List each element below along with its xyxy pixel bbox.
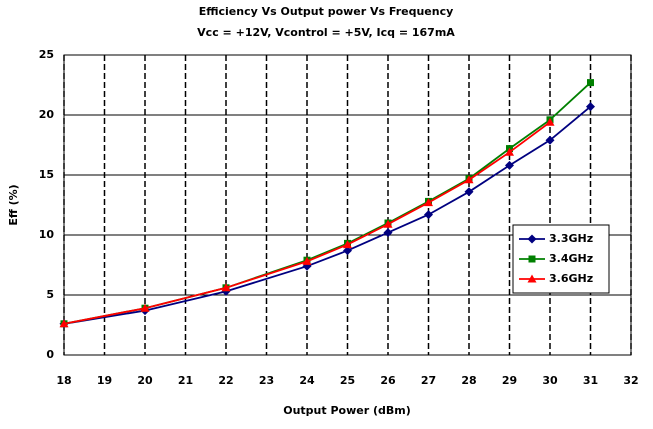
legend-marker — [527, 274, 537, 283]
x-tick-label: 24 — [299, 374, 315, 387]
marker — [505, 147, 514, 156]
marker — [140, 303, 150, 312]
marker — [59, 319, 69, 328]
marker — [383, 219, 393, 228]
marker — [587, 79, 594, 87]
x-tick-label: 32 — [623, 374, 638, 387]
x-tick-label: 22 — [218, 374, 233, 387]
marker — [545, 117, 555, 126]
legend-marker — [527, 234, 537, 244]
x-tick-label: 27 — [421, 374, 436, 387]
marker — [424, 198, 433, 207]
marker — [586, 102, 595, 112]
x-tick-label: 30 — [542, 374, 558, 387]
marker — [383, 228, 393, 238]
x-tick-label: 28 — [461, 374, 476, 387]
series-line — [63, 121, 551, 325]
x-tick-label: 26 — [380, 374, 396, 387]
legend-label: 3.4GHz — [549, 252, 593, 265]
x-tick-label: 21 — [178, 374, 193, 387]
x-tick-label: 20 — [137, 374, 153, 387]
chart-subtitle: Vcc = +12V, Vcontrol = +5V, Icq = 167mA — [197, 26, 455, 39]
x-tick-label: 31 — [583, 374, 598, 387]
y-tick-label: 25 — [39, 48, 54, 61]
marker — [221, 283, 231, 292]
y-tick-label: 5 — [46, 288, 54, 301]
x-axis-label: Output Power (dBm) — [283, 404, 411, 417]
x-tick-label: 19 — [97, 374, 112, 387]
marker — [464, 175, 474, 184]
marker — [343, 240, 352, 249]
x-tick-label: 18 — [56, 374, 71, 387]
chart-title: Efficiency Vs Output power Vs Frequency — [199, 5, 454, 18]
y-tick-label: 15 — [39, 168, 54, 181]
marker — [464, 187, 474, 197]
x-tick-label: 29 — [502, 374, 517, 387]
marker — [343, 246, 352, 256]
x-tick-label: 23 — [259, 374, 274, 387]
legend-label: 3.6GHz — [549, 272, 593, 285]
legend-label: 3.3GHz — [549, 232, 593, 245]
marker — [505, 160, 514, 170]
y-tick-label: 0 — [46, 348, 54, 361]
y-tick-label: 10 — [39, 228, 55, 241]
x-tick-label: 25 — [340, 374, 355, 387]
y-tick-label: 20 — [39, 108, 55, 121]
marker — [545, 135, 555, 145]
marker — [424, 210, 433, 220]
marker — [302, 256, 312, 265]
legend-marker — [528, 255, 536, 263]
y-axis-label: Eff (%) — [7, 184, 20, 225]
